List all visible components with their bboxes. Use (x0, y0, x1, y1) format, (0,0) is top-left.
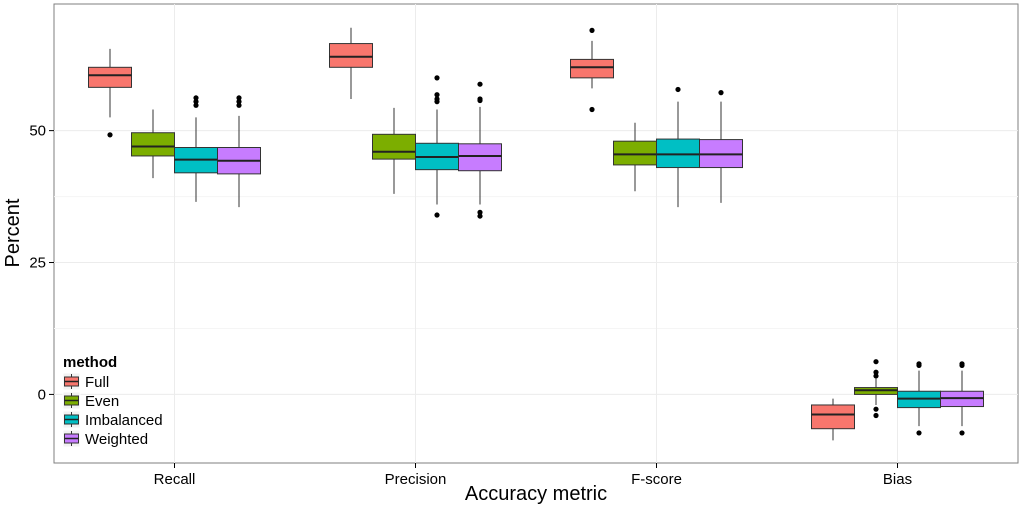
outlier-point (916, 362, 922, 368)
outlier-point (434, 212, 440, 218)
iqr-box (88, 66, 132, 88)
legend: method Full Even Imbalanced Weighted (62, 354, 163, 448)
outlier-point (873, 359, 879, 365)
legend-label: Even (85, 393, 119, 410)
iqr-box (656, 138, 700, 169)
outlier-point (477, 209, 483, 215)
legend-item-full: Full (62, 372, 109, 391)
box-full-precision (329, 27, 373, 99)
iqr-box (131, 132, 175, 157)
plot-panel (53, 3, 1019, 464)
y-axis-ticks: 0 25 50 (29, 123, 54, 403)
x-tick-label-bias: Bias (883, 471, 912, 488)
outlier-point (589, 27, 595, 33)
outlier-point (107, 132, 113, 138)
box-imbalanced-precision (415, 75, 459, 218)
outlier-point (193, 102, 199, 108)
outlier-point (718, 90, 724, 96)
iqr-box (458, 143, 502, 172)
outlier-point (873, 373, 879, 379)
box-even-recall (131, 109, 175, 179)
outlier-point (477, 97, 483, 104)
box-imbalanced-f-score (656, 86, 700, 208)
outlier-point (873, 369, 879, 375)
outlier-point (193, 99, 199, 105)
box-weighted-bias (940, 361, 984, 436)
box-even-bias (854, 359, 898, 419)
legend-label: Imbalanced (85, 412, 163, 429)
y-tick-label: 50 (29, 123, 46, 140)
legend-title: method (63, 354, 117, 371)
x-axis-ticks: Recall Precision F-score Bias (154, 463, 912, 488)
box-full-recall (88, 48, 132, 138)
box-weighted-precision (458, 81, 502, 219)
outlier-point (675, 86, 681, 93)
legend-item-imbalanced: Imbalanced (62, 410, 163, 429)
box-full-bias (811, 398, 855, 441)
outlier-point (434, 99, 440, 105)
outlier-point (477, 213, 483, 219)
outlier-point (589, 106, 595, 113)
legend-item-even: Even (62, 391, 119, 410)
outlier-point (959, 362, 965, 368)
box-weighted-recall (217, 95, 261, 208)
box-weighted-f-score (699, 90, 743, 203)
outlier-point (236, 102, 242, 108)
x-tick-label-recall: Recall (154, 471, 196, 488)
outlier-point (916, 430, 922, 436)
outlier-point (236, 95, 242, 101)
iqr-box (372, 133, 416, 160)
y-tick-label: 25 (29, 255, 46, 272)
box-even-precision (372, 107, 416, 194)
iqr-box (570, 58, 614, 79)
outlier-point (959, 430, 965, 436)
legend-item-weighted: Weighted (62, 429, 148, 448)
x-axis-title: Accuracy metric (465, 483, 607, 505)
legend-label: Weighted (85, 431, 148, 448)
legend-label: Full (85, 374, 109, 391)
x-tick-label-precision: Precision (385, 471, 447, 488)
outlier-point (236, 99, 242, 105)
iqr-box (613, 140, 657, 166)
outlier-point (873, 406, 879, 412)
iqr-box (811, 404, 855, 430)
y-tick-label: 0 (38, 386, 46, 403)
outlier-point (873, 412, 879, 419)
iqr-box (329, 43, 373, 68)
outlier-point (193, 95, 199, 101)
y-axis-title: Percent (2, 198, 24, 267)
box-imbalanced-recall (174, 95, 218, 202)
box-marks (88, 27, 984, 441)
x-tick-label-f-score: F-score (631, 471, 682, 488)
outlier-point (434, 75, 440, 81)
box-full-f-score (570, 27, 614, 113)
outlier-point (477, 81, 483, 87)
outlier-point (434, 92, 440, 98)
